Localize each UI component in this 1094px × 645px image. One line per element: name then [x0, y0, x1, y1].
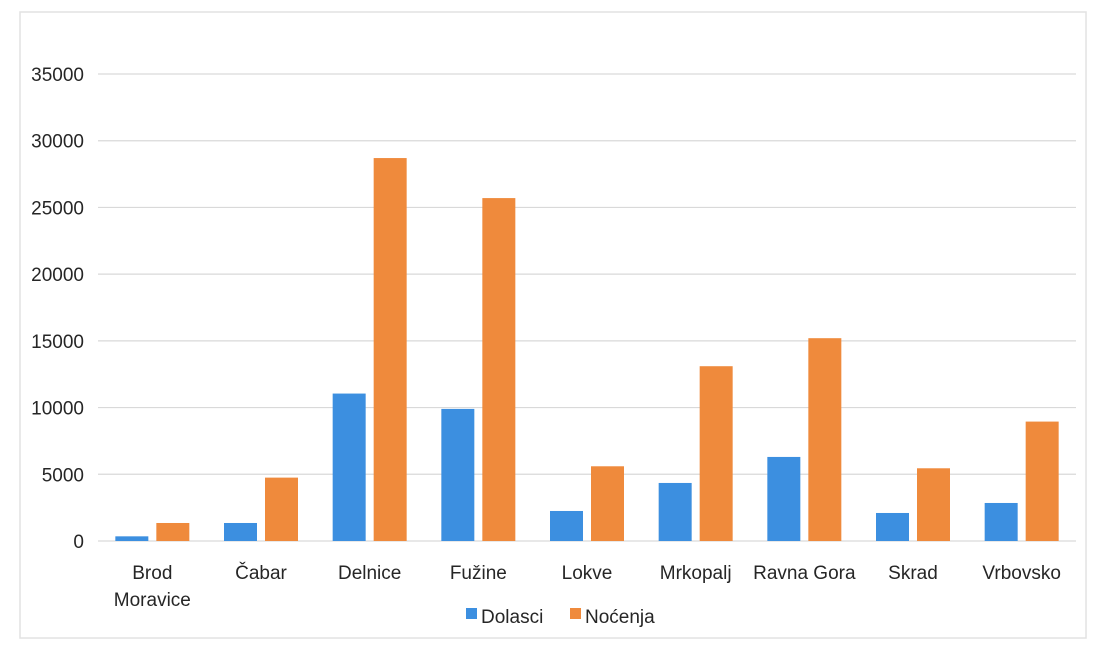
bar-nocenja — [156, 522, 190, 541]
legend-swatch — [466, 608, 477, 619]
y-tick-label: 25000 — [31, 198, 84, 219]
y-axis-ticks: 0 5000 10000 15000 20000 25000 30000 35000 — [31, 65, 84, 553]
bar-nocenja — [699, 366, 733, 541]
x-tick-label: Ravna Gora — [753, 563, 856, 584]
bar-nocenja — [373, 158, 407, 541]
x-tick-label: Lokve — [562, 563, 613, 584]
bar-dolasci — [658, 482, 692, 541]
legend-label: Dolasci — [481, 607, 543, 628]
y-tick-label: 5000 — [42, 465, 84, 486]
x-tick-label: Delnice — [338, 563, 401, 584]
bar-nocenja — [482, 198, 516, 542]
legend: Dolasci Noćenja — [466, 607, 655, 628]
bar-dolasci — [115, 536, 149, 541]
bar-dolasci — [224, 522, 257, 541]
bar-nocenja — [591, 466, 624, 541]
x-tick-label: Čabar — [235, 562, 287, 584]
bar-dolasci — [332, 393, 366, 541]
legend-label: Noćenja — [585, 607, 655, 628]
bar-dolasci — [767, 456, 801, 541]
bar-dolasci — [876, 512, 909, 541]
legend-swatch — [570, 608, 581, 619]
y-tick-label: 15000 — [31, 332, 84, 353]
x-tick-label: Fužine — [450, 563, 507, 584]
gridlines — [98, 73, 1076, 542]
bar-nocenja — [917, 468, 950, 541]
y-tick-label: 30000 — [31, 132, 84, 153]
y-tick-label: 10000 — [31, 399, 84, 420]
bar-dolasci — [441, 408, 475, 541]
y-tick-label: 35000 — [31, 65, 84, 86]
bar-nocenja — [808, 338, 842, 541]
x-tick-label: Brod — [132, 563, 172, 584]
x-tick-label: Mrkopalj — [660, 563, 732, 584]
bar-nocenja — [1025, 421, 1059, 541]
x-tick-label: Skrad — [888, 563, 938, 584]
bars — [115, 158, 1059, 542]
bar-dolasci — [984, 502, 1018, 541]
chart-border — [19, 11, 1087, 639]
x-tick-label: Moravice — [114, 590, 191, 611]
y-tick-label: 0 — [73, 532, 84, 553]
bar-nocenja — [265, 477, 298, 541]
x-axis-labels: Brod Moravice Čabar Delnice Fužine Lokve Mrkop… — [114, 562, 1061, 611]
bar-dolasci — [550, 510, 583, 541]
x-tick-label: Vrbovsko — [982, 563, 1061, 584]
y-tick-label: 20000 — [31, 265, 84, 286]
